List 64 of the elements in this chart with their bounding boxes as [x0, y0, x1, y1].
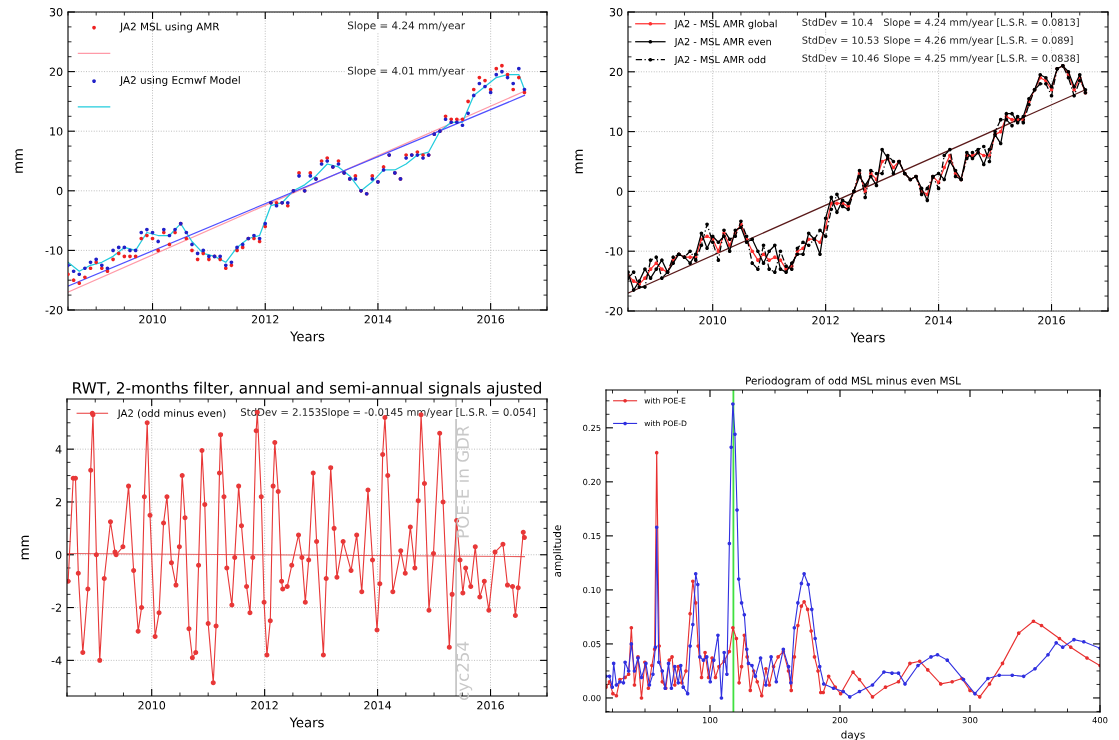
y-tick-label: 30 [609, 7, 623, 17]
legend-label: JA2 - MSL AMR odd [674, 55, 766, 66]
x-tick-label: 2016 [477, 701, 504, 710]
annotation: cyc254 [456, 641, 473, 700]
legend-label: JA2 MSL using AMR [119, 22, 220, 33]
annotation: StdDev = 10.4 [802, 18, 873, 26]
x-axis-title: Years [850, 332, 885, 343]
annotation: Slope = 4.25 mm/year [L.S.R. = 0.0838] [884, 54, 1079, 64]
x-tick-label: 2012 [251, 701, 278, 710]
x-axis-title: days [841, 730, 865, 740]
chart-title: RWT, 2-months filter, annual and semi-annual signals ajusted [73, 381, 541, 397]
annotation: StdDev = 10.53 [802, 36, 879, 44]
legend-label: JA2 - MSL AMR global [674, 19, 777, 30]
y-tick-label: 20 [609, 67, 623, 77]
x-tick-label: 2010 [138, 701, 166, 710]
x-tick-label: 2016 [1038, 316, 1065, 325]
y-tick-label: -10 [605, 247, 623, 256]
y-tick-label: 0.25 [583, 424, 601, 432]
y-tick-label: 30 [49, 7, 63, 17]
annotation: Slope = 4.24 mm/year [347, 21, 466, 32]
x-tick-label: 2014 [925, 316, 953, 325]
y-tick-label: -2 [51, 603, 62, 612]
y-tick-label: 4 [55, 445, 62, 454]
y-axis-title: amplitude [553, 525, 564, 577]
x-tick-label: 2012 [812, 316, 839, 325]
x-tick-label: 300 [962, 717, 978, 724]
legend-label: JA2 - MSL AMR even [674, 37, 771, 48]
y-tick-label: -4 [51, 656, 62, 665]
y-tick-label: 0 [56, 186, 63, 196]
x-axis-title: Years [289, 717, 324, 728]
y-tick-label: 10 [610, 127, 623, 136]
y-tick-label: -20 [45, 305, 63, 315]
y-tick-label: 0.20 [583, 478, 601, 486]
y-tick-label: 0.10 [583, 586, 601, 594]
y-tick-label: 0.15 [583, 532, 601, 540]
annotation: StdDev = 10.46 [802, 54, 879, 62]
y-axis-title: mm [15, 149, 23, 173]
x-tick-label: 2012 [251, 315, 279, 324]
y-tick-label: -20 [605, 306, 623, 316]
x-tick-label: 100 [702, 717, 718, 724]
annotation: Slope = 4.01 mm/year [347, 66, 466, 77]
chart-title: Periodogram of odd MSL minus even MSL [746, 376, 961, 387]
y-tick-label: 20 [49, 67, 63, 76]
x-tick-label: 2010 [699, 316, 727, 325]
y-tick-label: 0.00 [583, 694, 601, 702]
y-tick-label: 0.05 [583, 640, 601, 648]
y-tick-label: 2 [55, 497, 62, 507]
x-tick-label: 400 [1092, 717, 1108, 724]
x-tick-label: 2010 [139, 315, 166, 324]
y-tick-label: 0 [616, 187, 623, 196]
annotation: Slope = 4.26 mm/year [L.S.R. = 0.089] [884, 36, 1073, 46]
legend-label: JA2 (odd minus even) [117, 409, 226, 419]
y-tick-label: 10 [50, 127, 63, 136]
x-tick-label: 2014 [364, 315, 392, 324]
y-tick-label: 0 [55, 550, 62, 560]
x-tick-label: 2016 [477, 315, 505, 324]
x-tick-label: 200 [832, 717, 848, 724]
annotation: Slope = 4.24 mm/year [L.S.R. = 0.0813] [884, 18, 1079, 28]
legend-label: JA2 using Ecmwf Model [119, 75, 240, 86]
x-tick-label: 2014 [364, 701, 392, 710]
y-axis-title: mm [21, 535, 29, 560]
x-axis-title: Years [290, 331, 325, 342]
y-axis-title: mm [575, 149, 583, 174]
y-tick-label: -10 [45, 246, 63, 255]
